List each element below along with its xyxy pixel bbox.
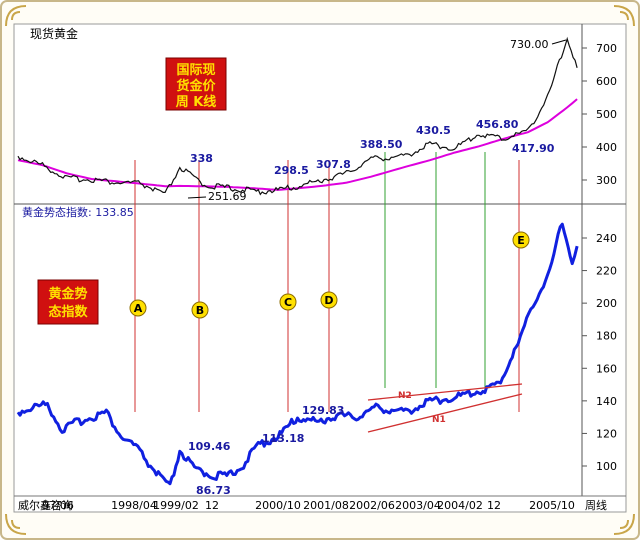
channel-n1 <box>367 393 523 433</box>
instrument-title: 现货黄金 <box>30 26 78 41</box>
price-badge-line2: 货金价 <box>176 78 216 94</box>
label-730: 730.00 <box>510 38 549 51</box>
price-badge: 国际现 货金价 周 K线 <box>165 57 227 111</box>
index-title: 黄金势态指数: 133.85 <box>22 205 134 219</box>
marker-circle <box>512 231 530 249</box>
label-417: 417.90 <box>512 142 555 155</box>
label-730-pointer <box>551 39 567 45</box>
price-tick-label: 400 <box>596 141 617 154</box>
channel-lines: N2 N1 <box>367 383 523 433</box>
marker-circle <box>129 299 147 317</box>
price-line <box>17 36 578 196</box>
period-label: 周线 <box>585 498 607 512</box>
index-tick-label: 200 <box>596 297 617 310</box>
marker-label: E <box>517 234 525 247</box>
date-label: 1998/04 <box>111 499 157 512</box>
index-tick-label: 140 <box>596 395 617 408</box>
date-label: 1999/02 <box>153 499 199 512</box>
label-338: 338 <box>190 152 213 165</box>
marker-label: D <box>324 294 333 307</box>
index-badge: 黄金势 态指数 <box>37 279 99 325</box>
price-axis: 700 600 500 400 300 <box>582 42 617 187</box>
label-430: 430.5 <box>416 124 451 137</box>
label-388: 388.50 <box>360 138 403 151</box>
marker-label: C <box>284 296 292 309</box>
index-tick-label: 100 <box>596 460 617 473</box>
channel-n2 <box>367 383 523 401</box>
lower-annotations: 109.46 86.73 113.18 129.83 <box>188 404 344 497</box>
marker-circle <box>320 291 338 309</box>
label-109: 109.46 <box>188 440 231 453</box>
label-86: 86.73 <box>196 484 231 497</box>
marker-circle <box>191 301 209 319</box>
source-label: 威尔鑫咨询 <box>18 498 73 512</box>
corner-ornaments <box>5 5 635 535</box>
upper-annotations: 338 298.5 307.8 388.50 430.5 456.80 417.… <box>190 118 555 177</box>
index-tick-label: 220 <box>596 265 617 278</box>
label-113: 113.18 <box>262 432 304 445</box>
index-line <box>16 222 579 486</box>
marker-label: B <box>196 304 204 317</box>
label-251: 251.69 <box>208 190 247 203</box>
channel-label-n2: N2 <box>398 391 412 401</box>
date-label: 2005/10 <box>529 499 575 512</box>
channel-label-n1: N1 <box>432 415 446 425</box>
marker-label: A <box>134 302 143 315</box>
index-tick-label: 180 <box>596 330 617 343</box>
markers: A B C D E <box>129 231 530 319</box>
date-label: 2001/08 <box>303 499 349 512</box>
plot-area <box>13 23 627 513</box>
label-456: 456.80 <box>476 118 519 131</box>
index-tick-label: 240 <box>596 232 617 245</box>
label-129: 129.83 <box>302 404 344 417</box>
price-badge-line1: 国际现 <box>176 63 215 78</box>
price-tick-label: 500 <box>596 108 617 121</box>
marker-circle <box>279 293 297 311</box>
date-label: 12 <box>487 499 501 512</box>
price-tick-label: 700 <box>596 42 617 55</box>
label-251-pointer <box>187 196 207 199</box>
index-tick-label: 160 <box>596 362 617 375</box>
date-label: 12 <box>205 499 219 512</box>
guide-lines <box>134 152 520 412</box>
date-label: 2002/06 <box>349 499 395 512</box>
label-298: 298.5 <box>274 164 309 177</box>
index-axis: 240 220 200 180 160 140 120 100 <box>582 232 617 473</box>
index-badge-line2: 态指数 <box>48 304 88 320</box>
index-badge-line1: 黄金势 <box>48 286 87 302</box>
index-tick-label: 120 <box>596 427 617 440</box>
date-label: 2004/02 <box>437 499 483 512</box>
price-badge-line3: 周 K线 <box>176 94 217 110</box>
date-label: 2000/10 <box>255 499 301 512</box>
date-label: 97/06 <box>42 499 74 512</box>
price-tick-label: 600 <box>596 75 617 88</box>
date-label: 2003/04 <box>395 499 441 512</box>
price-tick-label: 300 <box>596 174 617 187</box>
label-307: 307.8 <box>316 158 351 171</box>
